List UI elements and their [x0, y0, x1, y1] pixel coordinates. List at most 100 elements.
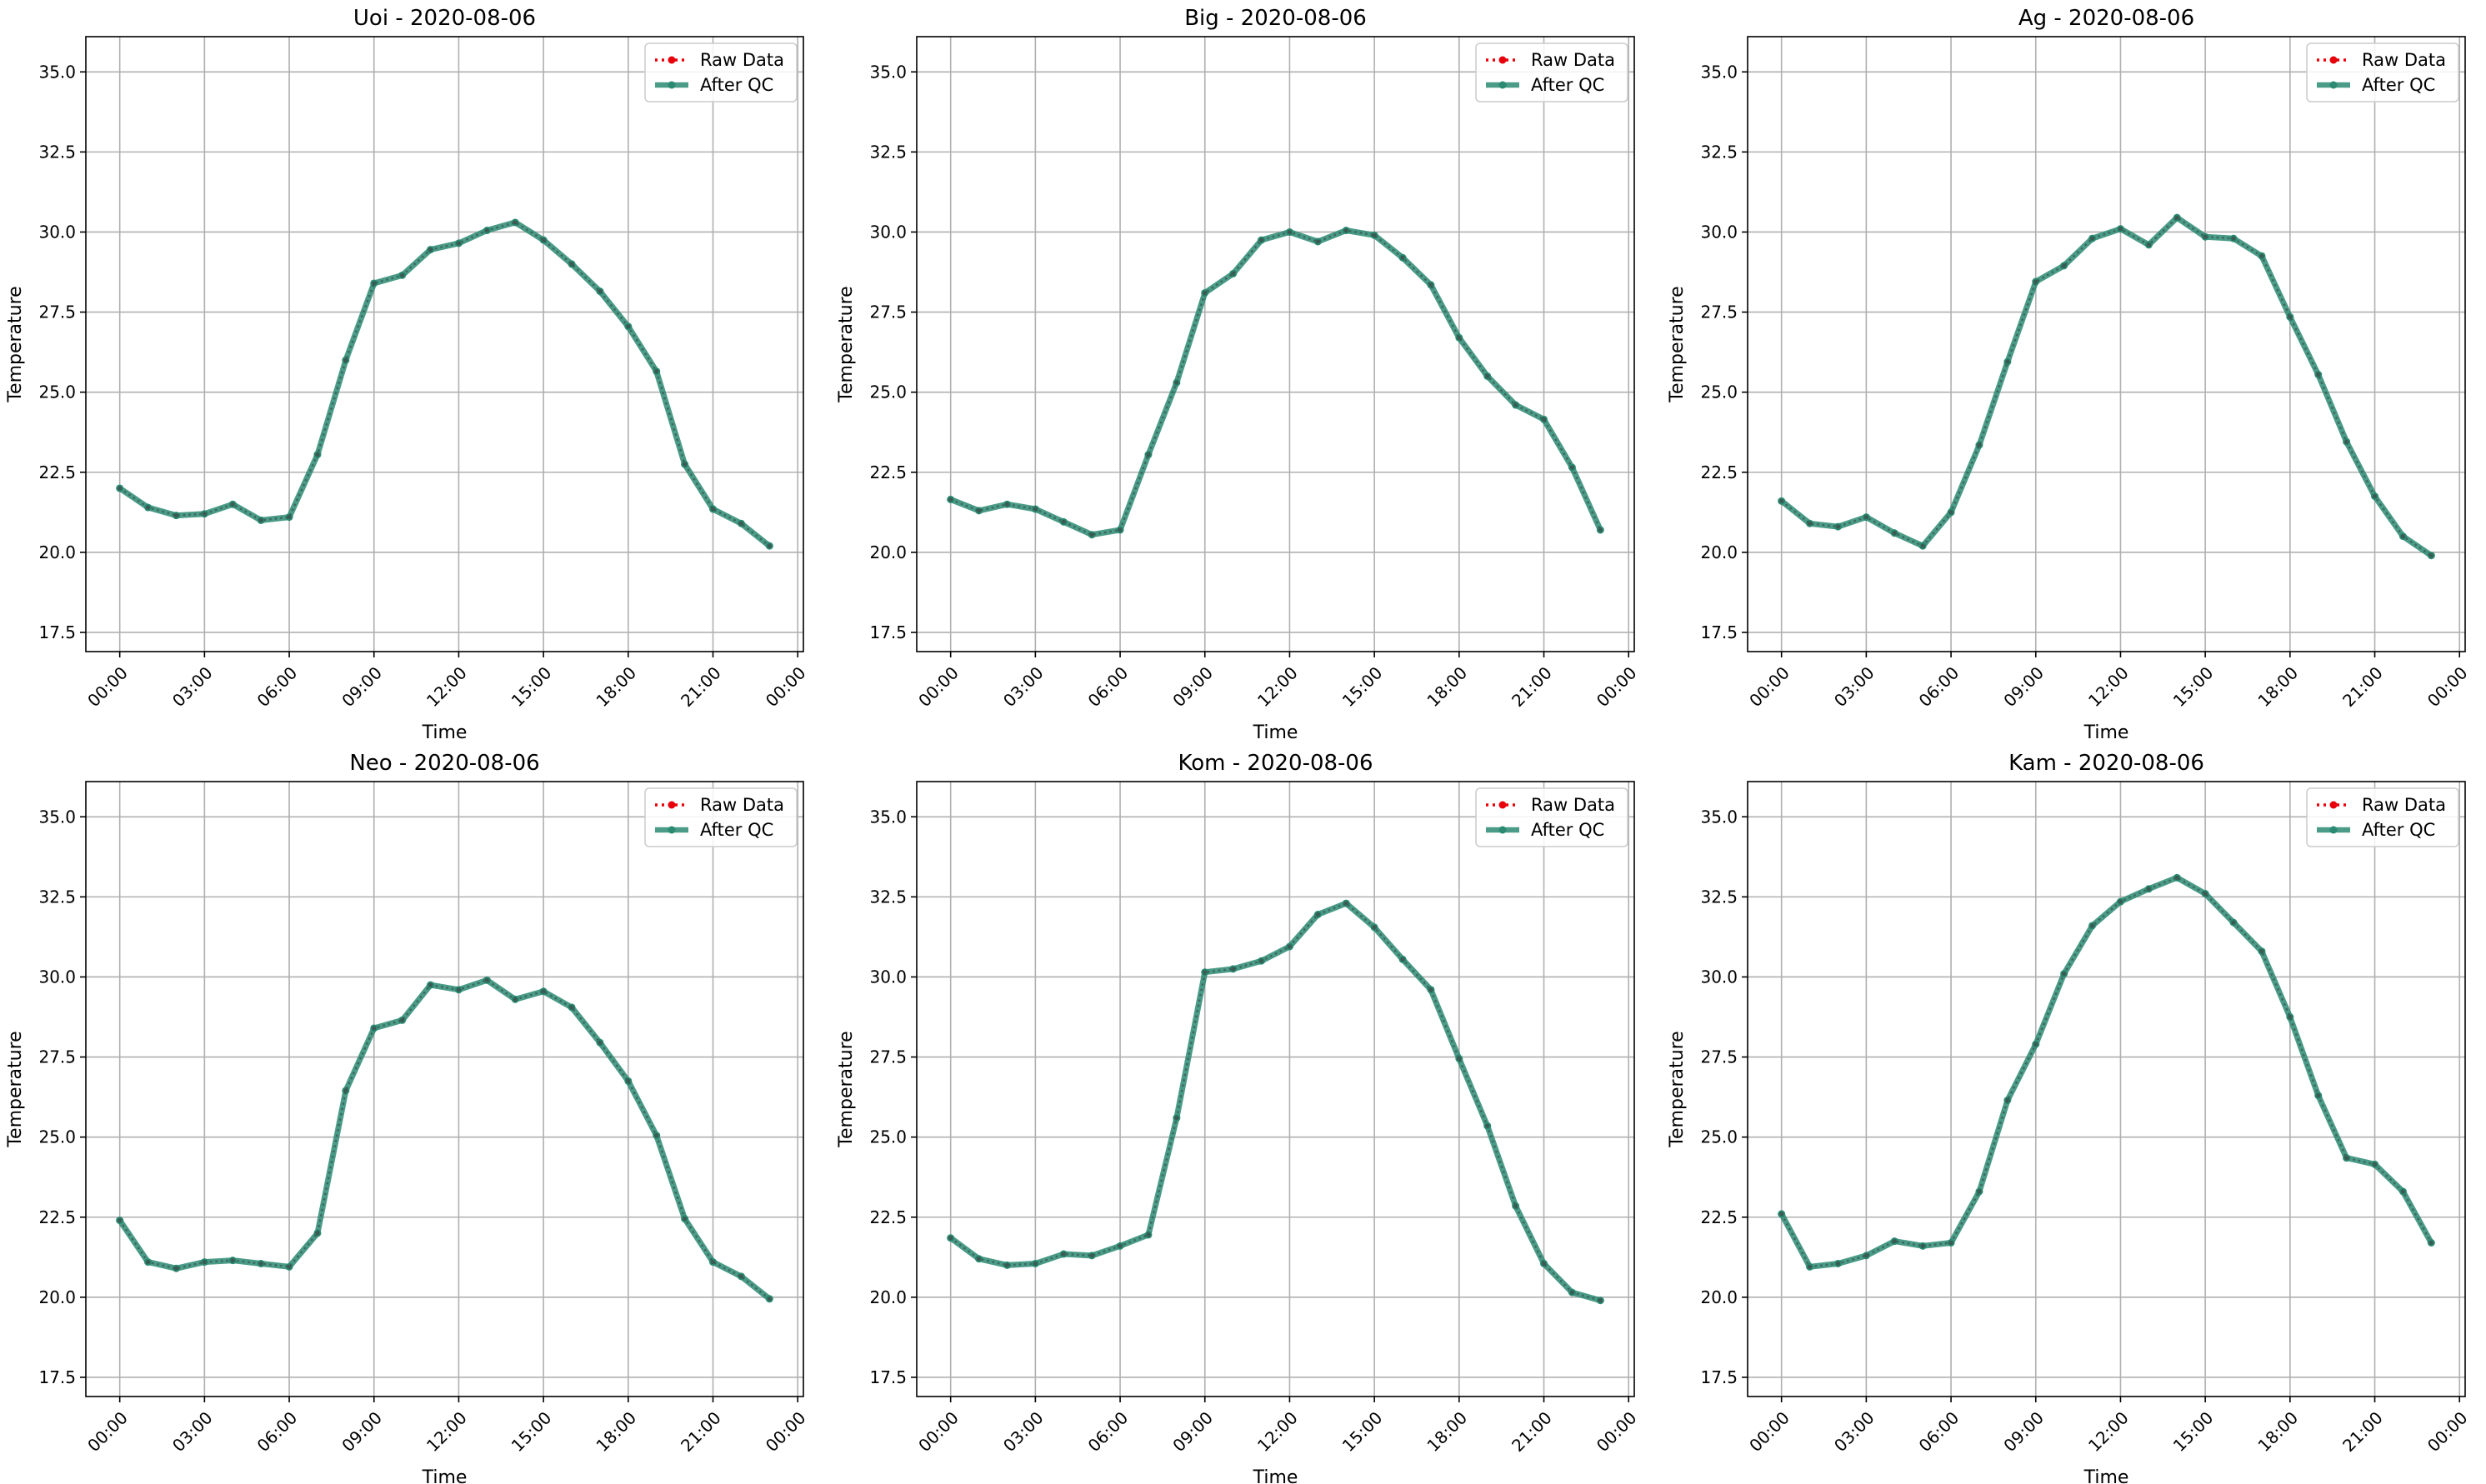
raw-data-point — [2400, 534, 2406, 539]
legend: Raw Data After QC — [2306, 787, 2459, 847]
raw-data-point — [1920, 1243, 1925, 1248]
y-tick-label: 30.0 — [1700, 222, 1738, 242]
raw-data-point — [2428, 553, 2433, 558]
raw-data-point — [1203, 970, 1208, 975]
raw-data-point — [1428, 987, 1433, 992]
y-tick-label: 32.5 — [38, 142, 76, 162]
legend-qc-marker — [1498, 826, 1507, 834]
raw-data-point — [1203, 290, 1208, 296]
raw-data-point — [1863, 1253, 1868, 1258]
y-axis-label: Temperature — [5, 286, 26, 402]
raw-data-point — [1315, 912, 1320, 917]
raw-data-point — [2259, 253, 2264, 258]
raw-data-point — [2203, 234, 2208, 239]
y-tick-label: 35.0 — [1700, 807, 1738, 827]
raw-data-point — [1315, 239, 1320, 244]
raw-data-point — [1343, 227, 1348, 233]
legend-qc-marker — [2329, 826, 2338, 834]
raw-data-point — [2259, 949, 2264, 954]
raw-data-point — [1174, 1115, 1179, 1121]
raw-data-point — [258, 517, 263, 523]
y-tick-label: 20.0 — [1700, 1287, 1738, 1307]
y-tick-label: 30.0 — [38, 222, 76, 242]
y-tick-label: 17.5 — [869, 1367, 907, 1387]
raw-data-point — [2231, 920, 2236, 925]
raw-data-point — [343, 1088, 348, 1093]
legend-raw-marker — [668, 56, 676, 64]
subplot-6: 00:00 03:00 06:00 09:00 12:00 15:00 18:00 21:00… — [1667, 751, 2472, 1484]
raw-data-point — [767, 543, 772, 548]
raw-data-point — [287, 1264, 292, 1269]
y-tick-label: 20.0 — [1700, 542, 1738, 562]
raw-data-line — [1780, 876, 2433, 1268]
raw-data-point — [2033, 279, 2038, 284]
raw-data-point — [1513, 1203, 1518, 1208]
raw-data-point — [1598, 1298, 1603, 1303]
y-axis-label: Temperature — [5, 1031, 26, 1147]
legend-raw-marker — [2329, 801, 2338, 809]
y-tick-label: 27.5 — [38, 1047, 76, 1067]
raw-data-point — [1033, 507, 1038, 512]
legend-qc-label: After QC — [700, 820, 773, 840]
axes-frame — [1747, 781, 2466, 1397]
raw-data-point — [948, 497, 953, 502]
legend-qc-label: After QC — [700, 75, 773, 95]
y-tick-label: 30.0 — [38, 967, 76, 987]
y-tick-label: 32.5 — [869, 142, 907, 162]
y-tick-label: 17.5 — [1700, 1367, 1738, 1387]
raw-data-point — [1569, 465, 1575, 470]
raw-data-point — [428, 982, 433, 987]
y-tick-label: 25.0 — [869, 382, 907, 402]
chart-title: Kam - 2020-08-06 — [2008, 751, 2204, 776]
raw-data-point — [976, 508, 982, 513]
axes-frame — [916, 36, 1635, 652]
raw-data-point — [202, 1259, 207, 1265]
raw-data-point — [1089, 1253, 1094, 1258]
raw-data-point — [258, 1261, 263, 1267]
raw-data-point — [1061, 519, 1066, 524]
raw-data-point — [2400, 1189, 2406, 1194]
raw-data-point — [484, 977, 489, 982]
y-tick-label: 27.5 — [1700, 1047, 1738, 1067]
legend: Raw Data After QC — [2306, 42, 2459, 102]
raw-data-point — [1287, 229, 1293, 235]
raw-data-point — [1457, 1056, 1462, 1062]
raw-data-point — [738, 521, 744, 526]
legend: Raw Data After QC — [1475, 42, 1628, 102]
y-tick-label: 27.5 — [38, 302, 76, 322]
raw-data-point — [626, 324, 631, 329]
raw-data-point — [598, 288, 603, 294]
raw-data-point — [1174, 380, 1179, 385]
raw-data-point — [1892, 531, 1897, 536]
raw-data-point — [598, 1040, 603, 1045]
legend-raw-marker — [668, 801, 676, 809]
raw-data-point — [456, 987, 462, 992]
raw-data-point — [2231, 236, 2236, 241]
raw-data-point — [1118, 1243, 1123, 1248]
y-tick-label: 25.0 — [1700, 382, 1738, 402]
raw-data-point — [456, 241, 462, 246]
raw-data-point — [1004, 1262, 1010, 1268]
y-tick-label: 22.5 — [869, 462, 907, 482]
y-tick-label: 22.5 — [38, 1207, 76, 1227]
y-tick-label: 32.5 — [1700, 887, 1738, 907]
y-tick-label: 35.0 — [869, 62, 907, 82]
y-tick-label: 30.0 — [869, 967, 907, 987]
raw-data-point — [1258, 237, 1264, 242]
raw-data-point — [2372, 493, 2378, 499]
x-axis-label: Time — [1253, 1467, 1298, 1484]
y-tick-label: 20.0 — [869, 542, 907, 562]
raw-data-point — [2288, 1014, 2293, 1020]
y-tick-label: 20.0 — [38, 542, 76, 562]
raw-data-point — [1920, 543, 1925, 548]
y-tick-label: 35.0 — [1700, 62, 1738, 82]
legend-raw-marker — [1498, 801, 1507, 809]
raw-data-point — [428, 247, 433, 252]
raw-data-point — [1004, 502, 1010, 507]
legend: Raw Data After QC — [1475, 787, 1628, 847]
raw-data-point — [118, 486, 123, 491]
y-tick-label: 35.0 — [38, 62, 76, 82]
y-tick-label: 25.0 — [38, 1127, 76, 1147]
raw-data-point — [1779, 498, 1784, 503]
